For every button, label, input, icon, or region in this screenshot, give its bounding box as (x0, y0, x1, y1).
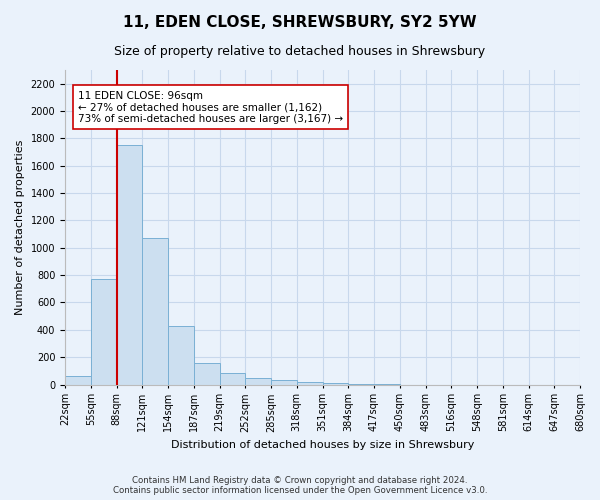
Bar (91, 279, 116, 384)
Bar (142, 238, 168, 384)
Text: Contains HM Land Registry data © Crown copyright and database right 2024.
Contai: Contains HM Land Registry data © Crown c… (113, 476, 487, 495)
Text: Size of property relative to detached houses in Shrewsbury: Size of property relative to detached ho… (115, 45, 485, 58)
Y-axis label: Number of detached properties: Number of detached properties (15, 140, 25, 315)
Text: 11, EDEN CLOSE, SHREWSBURY, SY2 5YW: 11, EDEN CLOSE, SHREWSBURY, SY2 5YW (123, 15, 477, 30)
Text: 11 EDEN CLOSE: 96sqm
← 27% of detached houses are smaller (1,162)
73% of semi-de: 11 EDEN CLOSE: 96sqm ← 27% of detached h… (78, 90, 343, 124)
Bar (168, 326, 194, 384)
Bar (271, 380, 297, 384)
X-axis label: Distribution of detached houses by size in Shrewsbury: Distribution of detached houses by size … (171, 440, 474, 450)
Bar (245, 378, 271, 384)
Bar (65, 376, 91, 384)
Bar (116, 145, 142, 384)
Bar (323, 383, 348, 384)
Bar (297, 382, 323, 384)
Bar (220, 373, 245, 384)
Bar (194, 364, 220, 384)
